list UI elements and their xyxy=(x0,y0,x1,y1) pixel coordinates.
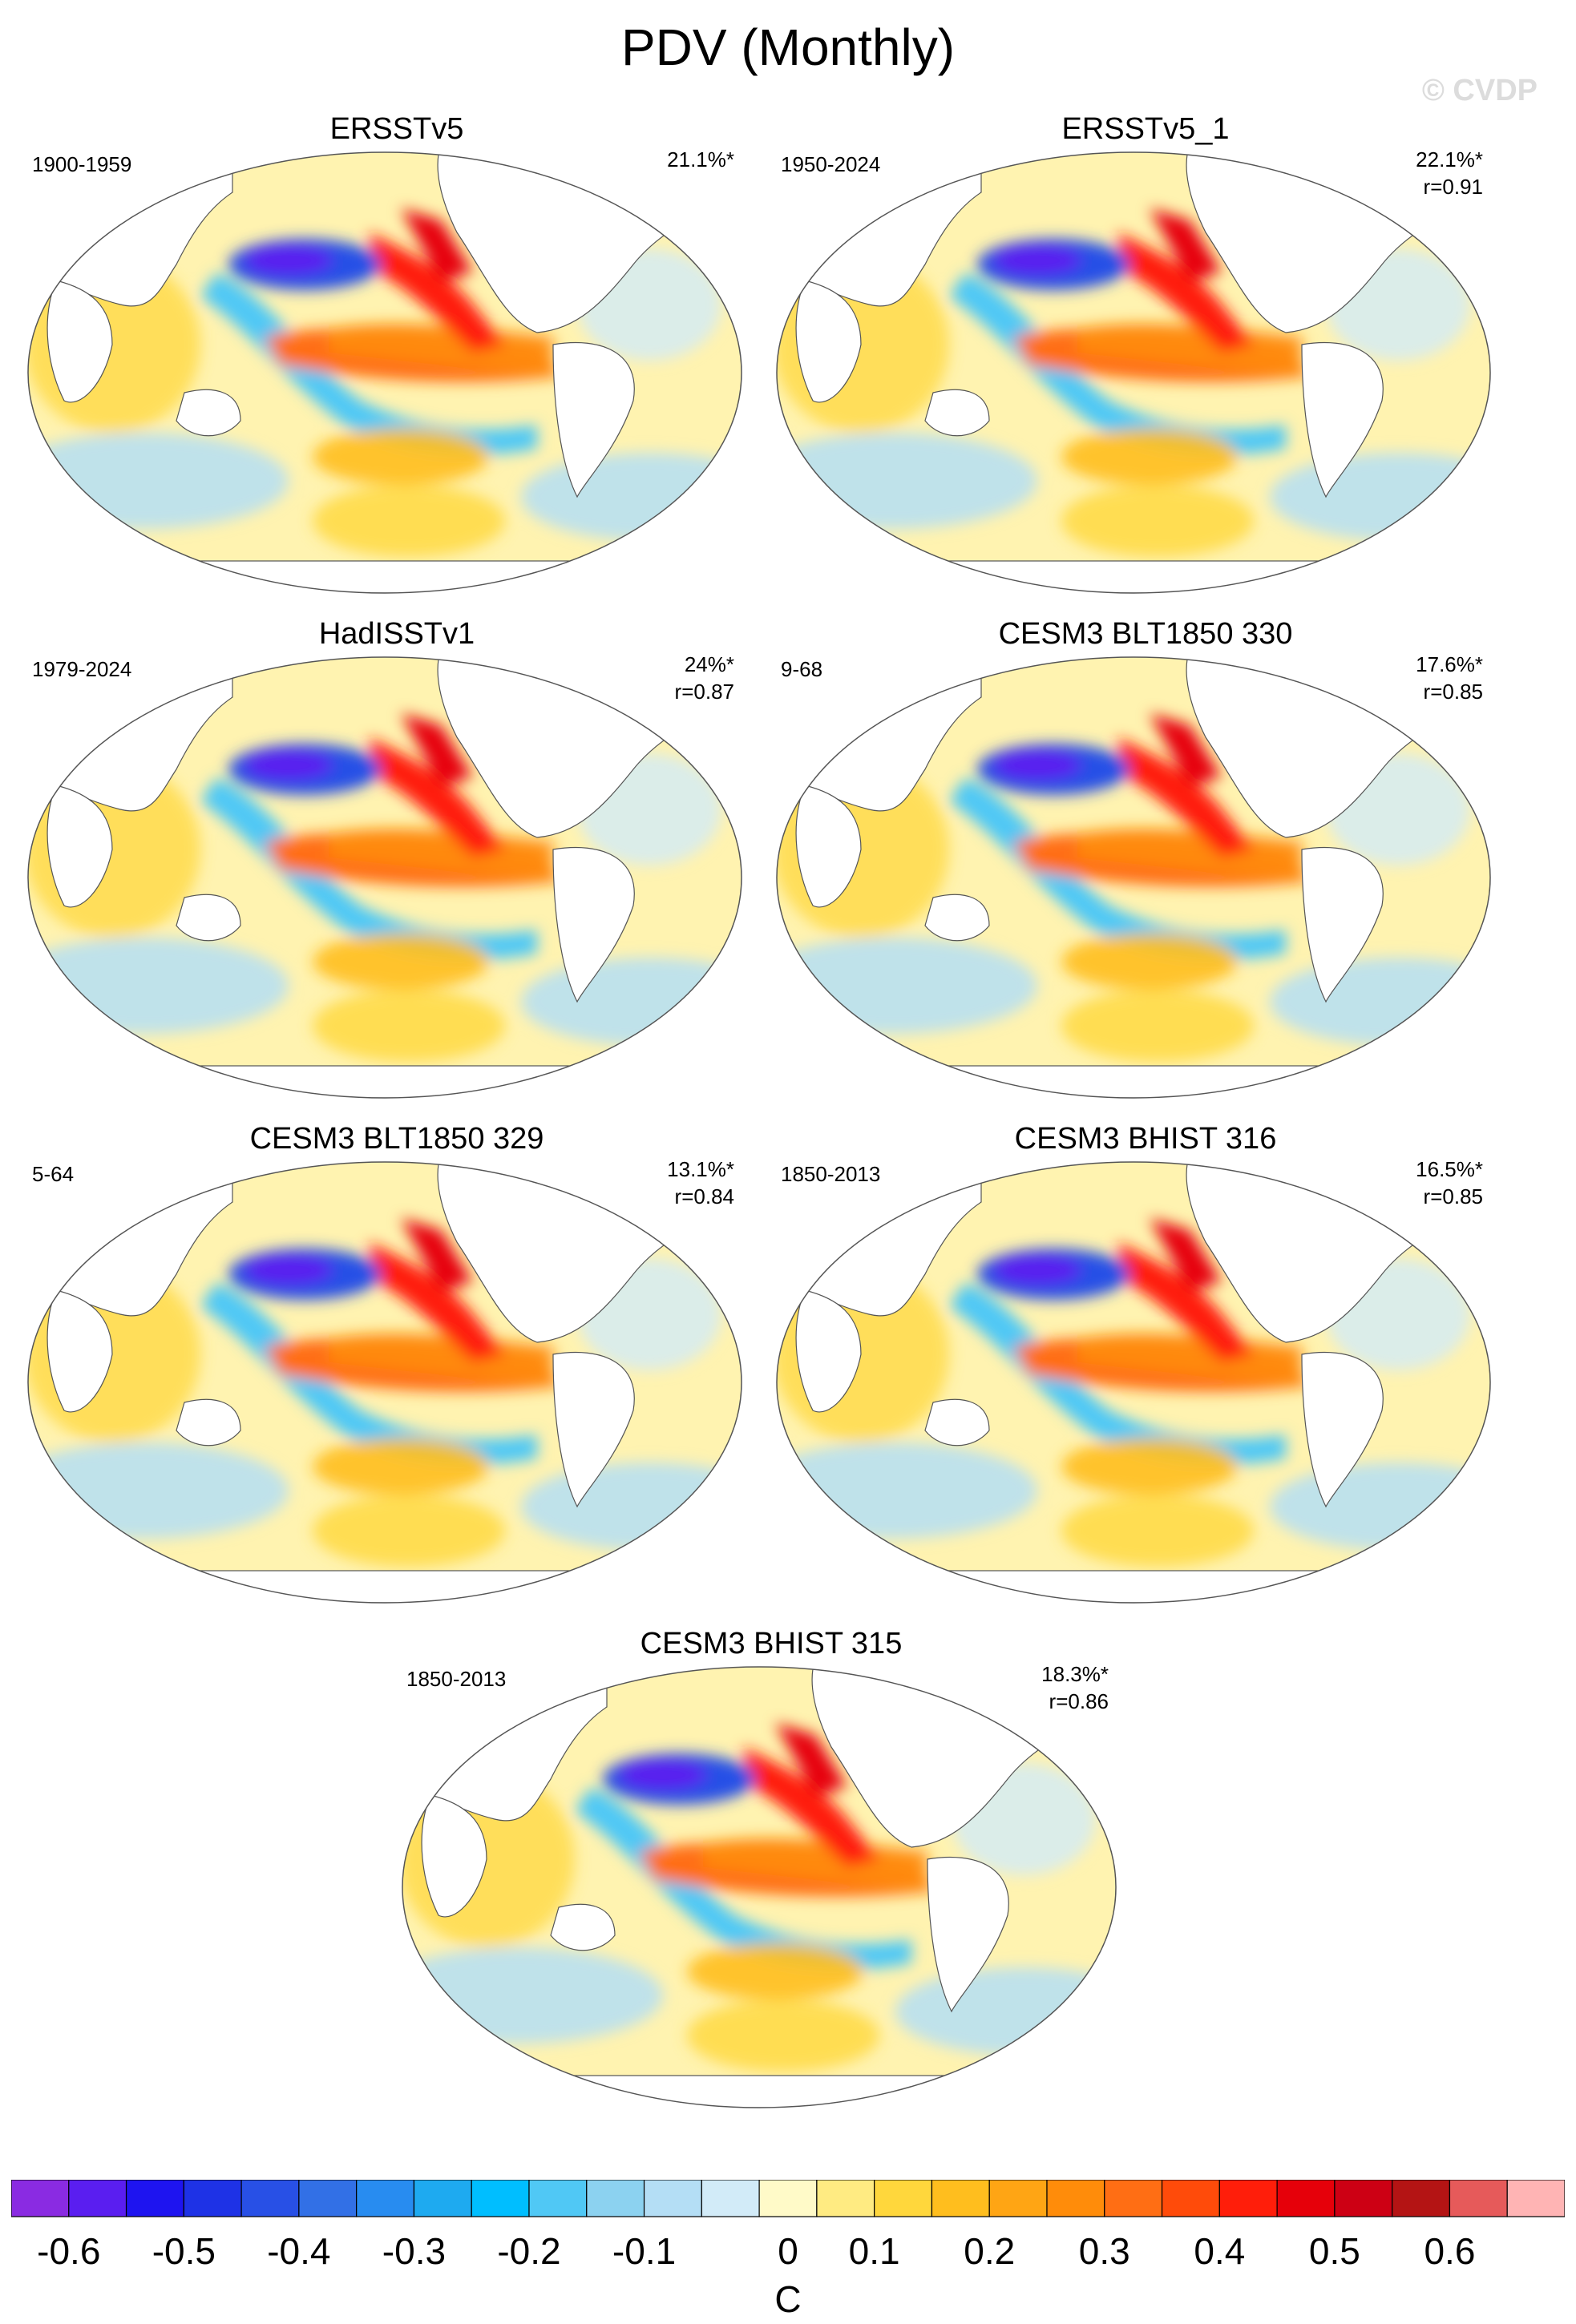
colorbar-segment xyxy=(471,2180,530,2217)
colorbar-segment xyxy=(816,2180,875,2217)
colorbar-tick-label: 0 xyxy=(778,2230,798,2272)
world-map xyxy=(776,656,1491,1099)
panel-title: ERSSTv5_1 xyxy=(1061,112,1230,146)
colorbar-tick-label: -0.3 xyxy=(382,2230,447,2272)
map-panel: HadISSTv1 1979-2024 24%* r=0.87 xyxy=(24,617,770,1106)
figure-title: PDV (Monthly) xyxy=(620,18,956,76)
map-panel: CESM3 BLT1850 330 9-68 17.6%* r=0.85 xyxy=(773,617,1518,1106)
panel-correlation: r=0.87 xyxy=(674,680,734,704)
world-map xyxy=(402,1666,1117,2108)
colorbar-tick-label: 0.6 xyxy=(1424,2230,1476,2272)
colorbar-segment xyxy=(1334,2180,1393,2217)
panel-period: 1850-2013 xyxy=(406,1667,507,1691)
world-map xyxy=(776,1161,1491,1604)
colorbar-segment xyxy=(240,2180,300,2217)
panel-title: ERSSTv5 xyxy=(329,112,464,146)
colorbar-units: C xyxy=(774,2278,802,2320)
world-map xyxy=(27,1161,742,1604)
colorbar xyxy=(11,2180,1565,2217)
colorbar-tick-label: -0.1 xyxy=(612,2230,677,2272)
panel-title: CESM3 BLT1850 330 xyxy=(998,617,1293,651)
panel-variance-pct: 16.5%* xyxy=(1416,1157,1483,1181)
colorbar-segment xyxy=(1161,2180,1220,2217)
panel-title: CESM3 BLT1850 329 xyxy=(249,1122,544,1156)
colorbar-segment xyxy=(68,2180,127,2217)
colorbar-segment xyxy=(758,2180,818,2217)
colorbar-segment xyxy=(11,2180,70,2217)
panel-title: CESM3 BHIST 315 xyxy=(640,1627,903,1660)
panel-period: 1979-2024 xyxy=(32,657,132,681)
colorbar-tick-label: -0.4 xyxy=(267,2230,331,2272)
colorbar-segment xyxy=(701,2180,760,2217)
colorbar-segment xyxy=(183,2180,242,2217)
colorbar-segment xyxy=(1449,2180,1508,2217)
colorbar-segment xyxy=(643,2180,702,2217)
colorbar-segment xyxy=(1218,2180,1278,2217)
panel-correlation: r=0.84 xyxy=(674,1184,734,1208)
panel-correlation: r=0.91 xyxy=(1423,175,1483,199)
world-map xyxy=(27,151,742,594)
colorbar-segment xyxy=(528,2180,588,2217)
panel-variance-pct: 21.1%* xyxy=(667,147,734,171)
panel-period: 1900-1959 xyxy=(32,152,132,176)
world-map xyxy=(27,656,742,1099)
colorbar-segment xyxy=(931,2180,990,2217)
colorbar-tick-label: 0.5 xyxy=(1308,2230,1360,2272)
panel-period: 9-68 xyxy=(781,657,823,681)
map-panel: ERSSTv5_1 1950-2024 22.1%* r=0.91 xyxy=(773,112,1518,601)
map-panel: ERSSTv5 1900-1959 21.1%* xyxy=(24,112,770,601)
colorbar-segment xyxy=(874,2180,933,2217)
panel-correlation: r=0.85 xyxy=(1423,1184,1483,1208)
map-panel: CESM3 BHIST 316 1850-2013 16.5%* r=0.85 xyxy=(773,1122,1518,1611)
panel-variance-pct: 22.1%* xyxy=(1416,147,1483,171)
copyright-watermark: © CVDP xyxy=(1421,74,1538,107)
colorbar-segment xyxy=(988,2180,1048,2217)
panel-title: HadISSTv1 xyxy=(318,617,475,651)
colorbar-tick-label: 0.4 xyxy=(1194,2230,1246,2272)
colorbar-segment xyxy=(413,2180,472,2217)
colorbar-tick-label: 0.3 xyxy=(1078,2230,1130,2272)
colorbar-segment xyxy=(1506,2180,1565,2217)
colorbar-segment xyxy=(1104,2180,1163,2217)
colorbar-tick-label: 0.1 xyxy=(848,2230,900,2272)
panel-title: CESM3 BHIST 316 xyxy=(1014,1122,1277,1156)
colorbar-tick-label: -0.5 xyxy=(152,2230,216,2272)
panel-variance-pct: 17.6%* xyxy=(1416,652,1483,676)
panel-correlation: r=0.85 xyxy=(1423,680,1483,704)
panel-variance-pct: 13.1%* xyxy=(667,1157,734,1181)
panel-variance-pct: 24%* xyxy=(684,652,734,676)
world-map xyxy=(776,151,1491,594)
panel-period: 1950-2024 xyxy=(781,152,881,176)
panel-period: 1850-2013 xyxy=(781,1162,881,1186)
colorbar-segment xyxy=(298,2180,358,2217)
colorbar-tick-label: -0.6 xyxy=(37,2230,101,2272)
colorbar-segment xyxy=(356,2180,415,2217)
colorbar-segment xyxy=(586,2180,645,2217)
map-panel: CESM3 BHIST 315 1850-2013 18.3%* r=0.86 xyxy=(398,1627,1144,2116)
colorbar-tick-label: -0.2 xyxy=(497,2230,561,2272)
panel-correlation: r=0.86 xyxy=(1049,1689,1109,1713)
colorbar-segment xyxy=(1276,2180,1336,2217)
colorbar-segment xyxy=(125,2180,184,2217)
colorbar-tick-label: 0.2 xyxy=(964,2230,1016,2272)
map-panel: CESM3 BLT1850 329 5-64 13.1%* r=0.84 xyxy=(24,1122,770,1611)
panel-variance-pct: 18.3%* xyxy=(1041,1662,1109,1686)
colorbar-segment xyxy=(1046,2180,1105,2217)
colorbar-segment xyxy=(1392,2180,1451,2217)
panel-period: 5-64 xyxy=(32,1162,75,1186)
